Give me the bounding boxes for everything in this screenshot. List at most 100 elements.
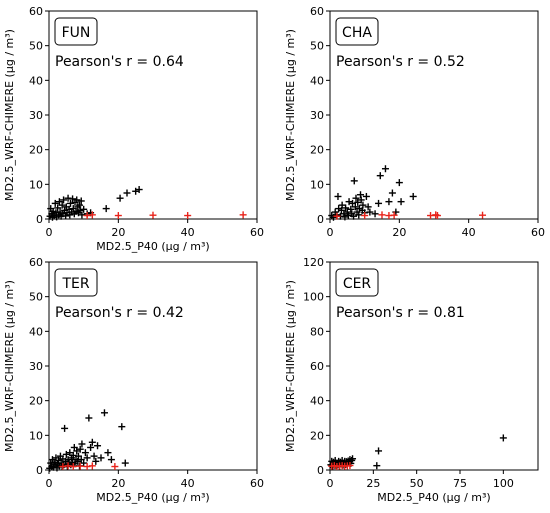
data-point [100, 409, 108, 417]
x-tick-label: 40 [181, 477, 195, 490]
y-tick-label: 60 [29, 5, 43, 18]
panel-label-box [54, 17, 98, 46]
pearson-annotation: Pearson's r = 0.52 [336, 54, 465, 70]
y-tick-label: 0 [317, 464, 324, 477]
data-point [350, 212, 358, 220]
data-point [395, 179, 403, 187]
data-point [121, 459, 129, 467]
data-point [385, 198, 393, 206]
panel-label-text: TER [61, 276, 89, 292]
data-point [350, 177, 358, 185]
panel-label-box [335, 268, 379, 297]
data-point [80, 459, 88, 467]
data-point [334, 192, 342, 200]
data-point [76, 445, 84, 453]
data-point [62, 212, 70, 220]
data-point [94, 442, 102, 450]
x-tick-label: 50 [410, 477, 424, 490]
data-point [135, 186, 143, 194]
panel-label: CHA [335, 17, 379, 46]
data-point [97, 454, 105, 462]
data-point [123, 189, 131, 197]
x-tick-label: 20 [111, 226, 125, 239]
data-point [88, 211, 96, 219]
y-tick-label: 0 [36, 213, 43, 226]
data-point [366, 208, 374, 216]
data-point [349, 455, 357, 463]
panel-label: TER [54, 268, 98, 297]
x-axis-label: MD2.5_P40 (µg / m³) [96, 491, 209, 504]
data-point [114, 212, 122, 220]
data-point [92, 457, 100, 465]
data-point [499, 434, 507, 442]
x-tick-label: 40 [462, 226, 476, 239]
y-tick-label: 60 [310, 360, 324, 373]
y-tick-label: 30 [29, 360, 43, 373]
data-point [346, 461, 354, 469]
data-point [118, 423, 126, 431]
data-point [51, 199, 59, 207]
data-point [397, 198, 405, 206]
y-tick-label: 40 [310, 395, 324, 408]
data-point [78, 440, 86, 448]
x-tick-label: 0 [327, 477, 334, 490]
y-tick-label: 0 [36, 464, 43, 477]
plot-frame [48, 10, 258, 220]
y-tick-label: 20 [29, 395, 43, 408]
data-point [107, 456, 115, 464]
y-tick-label: 20 [310, 429, 324, 442]
data-point [77, 197, 85, 205]
y-axis-label: MD2.5_WRF-CHIMERE (µg / m³) [284, 280, 297, 452]
x-tick-label: 60 [531, 226, 545, 239]
data-point [76, 206, 84, 214]
y-tick-label: 30 [310, 109, 324, 122]
data-point [102, 205, 110, 213]
data-point [58, 201, 66, 209]
y-axis-label: MD2.5_WRF-CHIMERE (µg / m³) [3, 29, 16, 201]
data-point [88, 438, 96, 446]
data-point [54, 204, 62, 212]
data-point [111, 463, 119, 471]
y-tick-label: 40 [310, 74, 324, 87]
plot-frame [329, 10, 539, 220]
x-tick-label: 60 [250, 477, 264, 490]
data-point [359, 201, 367, 209]
data-point [104, 449, 112, 457]
y-axis-label: MD2.5_WRF-CHIMERE (µg / m³) [284, 29, 297, 201]
data-point [80, 205, 88, 213]
y-tick-label: 30 [29, 109, 43, 122]
y-tick-label: 40 [29, 74, 43, 87]
data-point [184, 212, 192, 220]
x-tick-label: 25 [366, 477, 380, 490]
x-tick-label: 100 [493, 477, 514, 490]
data-point [66, 199, 74, 207]
y-tick-label: 50 [29, 40, 43, 53]
data-point [371, 210, 379, 218]
pearson-annotation: Pearson's r = 0.64 [55, 54, 184, 70]
data-point [381, 165, 389, 173]
x-tick-label: 0 [327, 226, 334, 239]
data-point [479, 211, 487, 219]
data-point [69, 463, 77, 471]
pearson-annotation: Pearson's r = 0.81 [336, 305, 465, 321]
panel-label: FUN [54, 17, 98, 46]
data-point [409, 192, 417, 200]
x-tick-label: 20 [392, 226, 406, 239]
data-point [376, 172, 384, 180]
panel-ter: 0 20 40 60 0 10 20 30 40 50 60 MD2.5_WRF-CHIMERE (µ… [3, 256, 264, 504]
data-point [433, 212, 441, 220]
x-axis-label: MD2.5_P40 (µg / m³) [96, 240, 209, 253]
data-point [90, 452, 98, 460]
y-tick-label: 10 [29, 429, 43, 442]
data-point [60, 196, 68, 204]
x-axis-label: MD2.5_P40 (µg / m³) [377, 491, 490, 504]
y-axis-label: MD2.5_WRF-CHIMERE (µg / m³) [3, 280, 16, 452]
data-point [73, 196, 81, 204]
data-point [373, 462, 381, 470]
y-tick-label: 120 [303, 256, 324, 269]
panel-label: CER [335, 268, 379, 297]
y-tick-label: 0 [317, 213, 324, 226]
data-point [239, 211, 247, 219]
data-point [87, 443, 95, 451]
y-tick-label: 100 [303, 291, 324, 304]
